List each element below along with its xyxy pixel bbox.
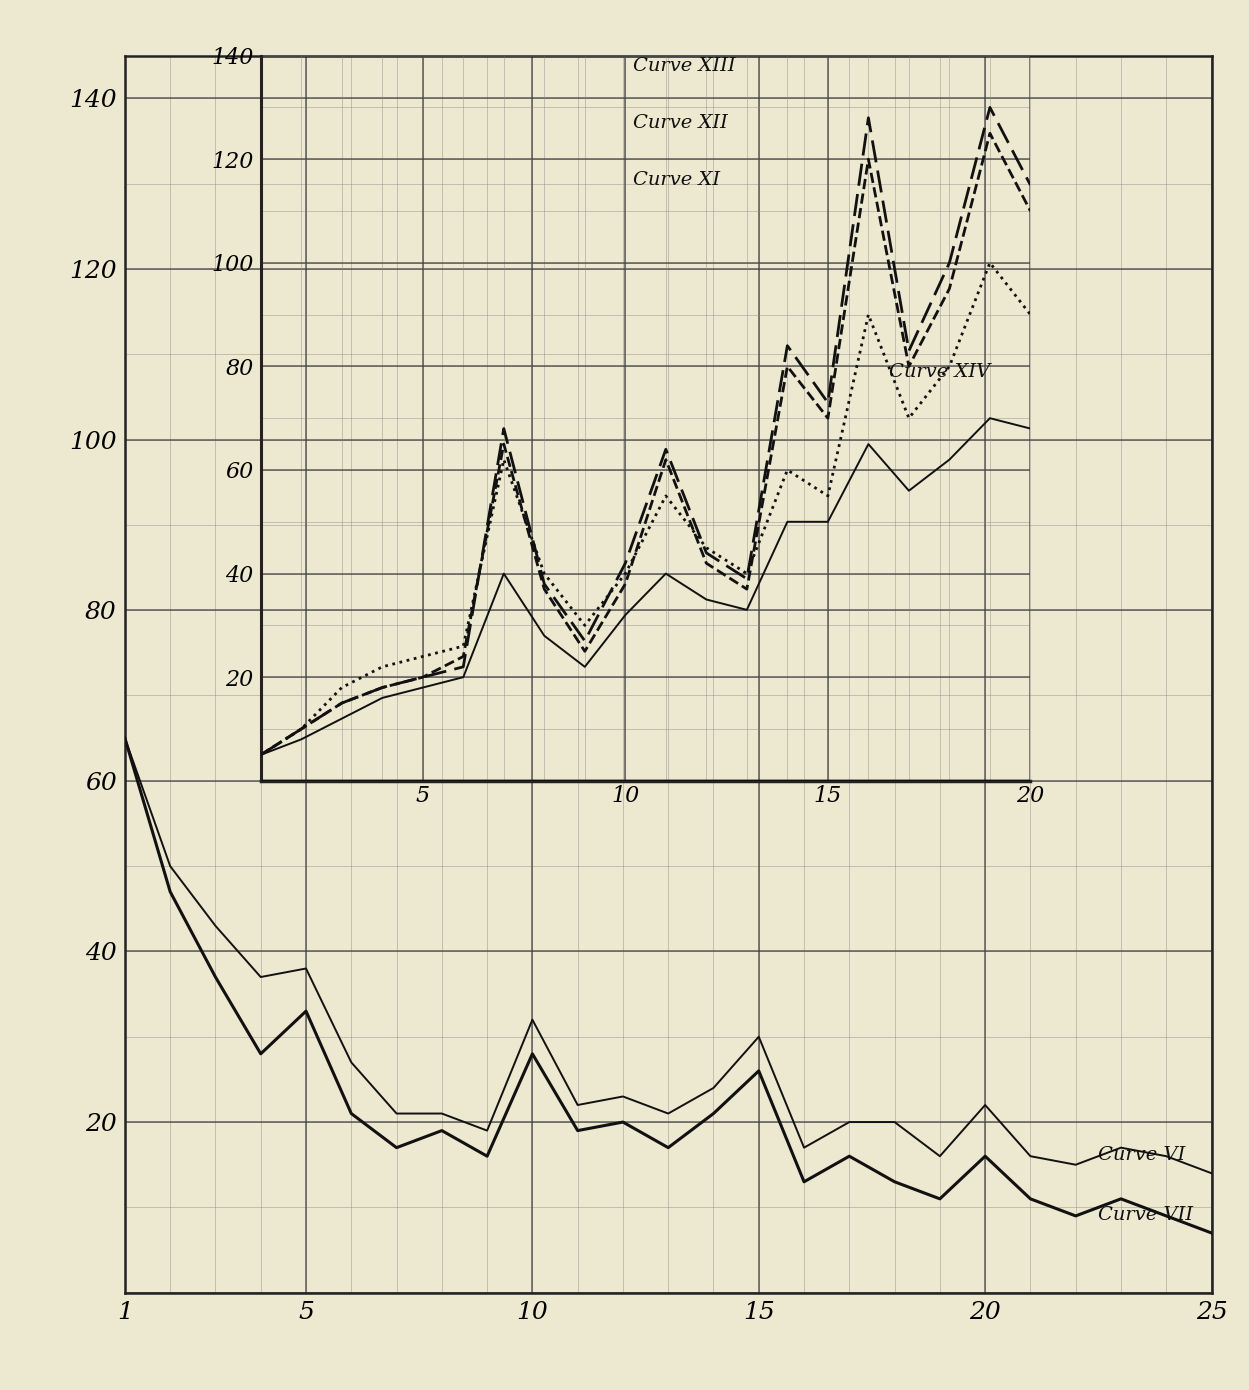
Text: Curve XI: Curve XI	[633, 171, 721, 189]
Text: Curve XII: Curve XII	[633, 114, 728, 132]
Text: Curve VI: Curve VI	[1098, 1147, 1185, 1165]
Text: Curve XIII: Curve XIII	[633, 57, 736, 75]
Text: Curve VII: Curve VII	[1098, 1207, 1194, 1225]
Text: Curve XIV: Curve XIV	[888, 363, 990, 381]
